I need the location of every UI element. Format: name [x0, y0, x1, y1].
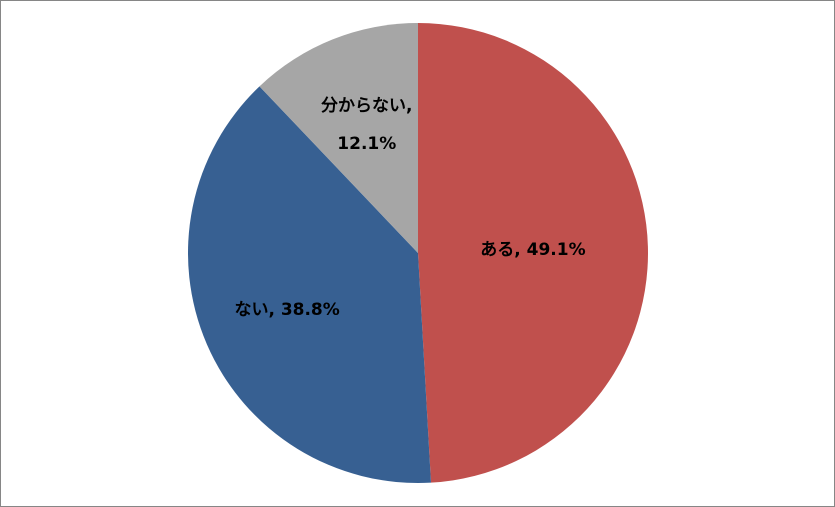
pie-slice: ない [187, 86, 431, 484]
pie-slice: 分からない [259, 23, 418, 253]
pie-slice: ある [418, 23, 648, 483]
data-label: ない, 38.8% [234, 299, 340, 320]
data-label: 分からない, 12.1% [321, 95, 413, 154]
data-label: ある, 49.1% [480, 239, 586, 260]
